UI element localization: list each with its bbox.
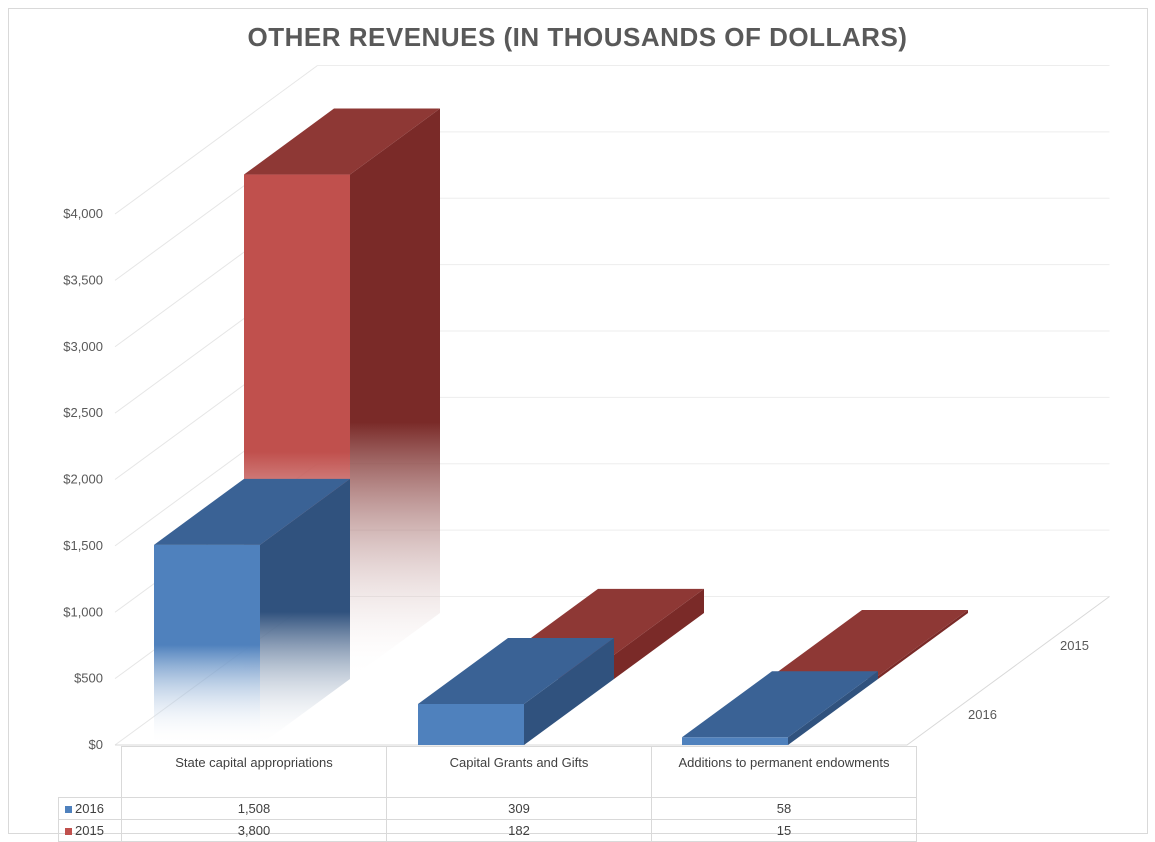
- bar-top: [418, 637, 614, 704]
- data-label: 1,508: [121, 797, 387, 820]
- floor-edge: [115, 596, 1110, 746]
- data-label: 309: [386, 797, 652, 820]
- bar-side: [350, 108, 440, 680]
- legend-swatch-2015: [65, 828, 72, 836]
- table-corner: [58, 746, 122, 798]
- y-tick-label: $1,000: [63, 604, 103, 619]
- bar-side: [260, 478, 350, 745]
- data-label: 15: [651, 819, 917, 842]
- bar-top: [154, 478, 350, 545]
- bar-top: [244, 108, 440, 175]
- y-tick-label: $500: [74, 671, 103, 686]
- bar-2016-2: [682, 671, 878, 745]
- series-name: 2015: [75, 823, 104, 838]
- bar-2016-1: [418, 637, 614, 745]
- table-header-row: State capital appropriations Capital Gra…: [58, 746, 917, 798]
- bar-top: [772, 610, 968, 676]
- legend-swatch-2016: [65, 806, 72, 814]
- data-label: 58: [651, 797, 917, 820]
- data-label: 182: [386, 819, 652, 842]
- chart-title: OTHER REVENUES (IN THOUSANDS OF DOLLARS): [247, 22, 908, 52]
- category-label: State capital appropriations: [121, 746, 387, 798]
- bar-side: [614, 588, 704, 679]
- category-label: Additions to permanent endowments: [651, 746, 917, 798]
- series-name: 2016: [75, 801, 104, 816]
- bar-2016-0: [154, 478, 350, 745]
- y-tick-label: $3,500: [63, 272, 103, 287]
- y-tick-label: $3,000: [63, 339, 103, 354]
- bar-top: [682, 671, 878, 738]
- depth-axis-label-2016: 2016: [968, 707, 997, 722]
- table-row-2015: 2015 3,800 182 15: [58, 819, 917, 842]
- bar-front: [418, 703, 524, 745]
- bar-front: [154, 544, 260, 745]
- gridline: [114, 65, 318, 215]
- bar-2015-2: [772, 610, 968, 679]
- category-label: Capital Grants and Gifts: [386, 746, 652, 798]
- legend-item-2015: 2015: [58, 819, 122, 842]
- y-tick-label: $2,500: [63, 405, 103, 420]
- bar-side: [524, 637, 614, 745]
- data-table: State capital appropriations Capital Gra…: [58, 746, 917, 842]
- bar-front: [682, 737, 788, 745]
- y-tick-label: $1,500: [63, 538, 103, 553]
- table-row-2016: 2016 1,508 309 58: [58, 797, 917, 820]
- y-tick-label: $2,000: [63, 472, 103, 487]
- depth-axis-label-2015: 2015: [1060, 638, 1089, 653]
- data-label: 3,800: [121, 819, 387, 842]
- bar-side: [788, 671, 878, 745]
- legend-item-2016: 2016: [58, 797, 122, 820]
- y-tick-label: $4,000: [63, 206, 103, 221]
- bar-side: [878, 610, 968, 679]
